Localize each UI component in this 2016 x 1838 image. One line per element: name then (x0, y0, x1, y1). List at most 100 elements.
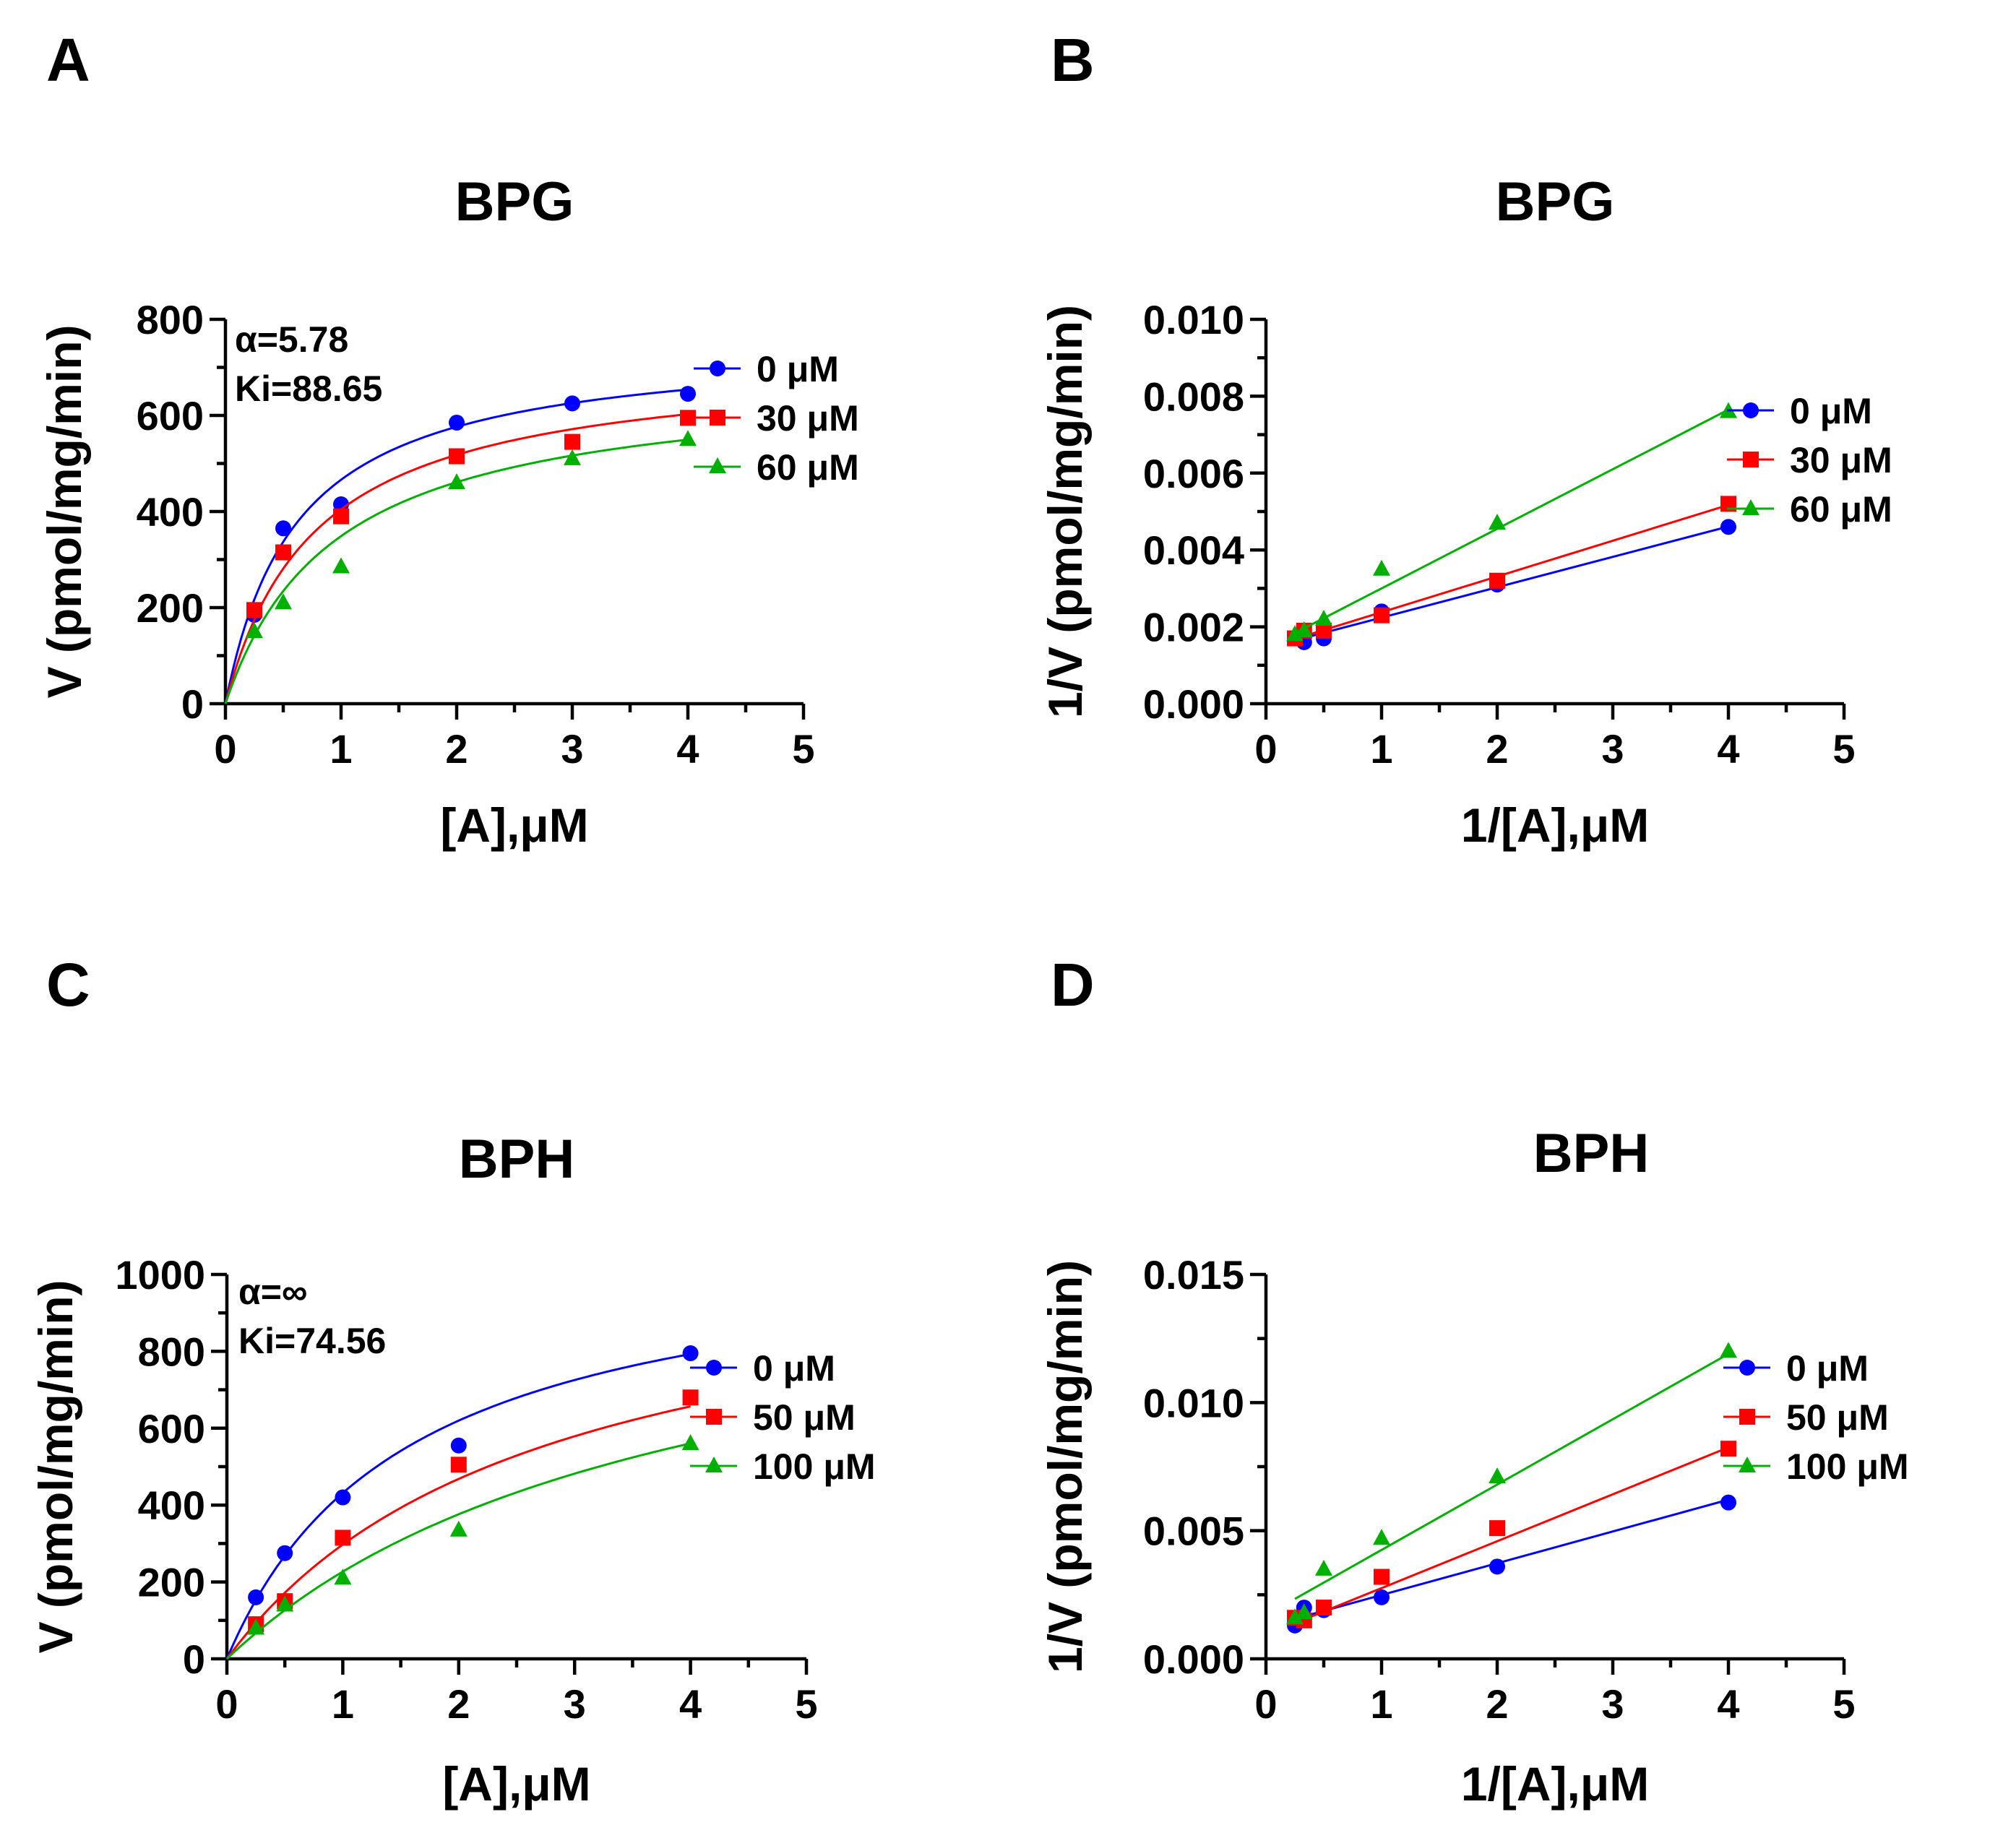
x-tick-label: 3 (564, 1681, 586, 1727)
y-tick-label: 400 (138, 1483, 205, 1528)
y-tick-label: 0 (183, 1636, 205, 1682)
data-point (1295, 621, 1313, 637)
y-tick-label: 0.010 (1143, 1380, 1244, 1425)
data-point (1489, 513, 1506, 530)
data-point (679, 430, 697, 446)
x-tick-label: 0 (1254, 1681, 1277, 1727)
y-tick-label: 600 (138, 1406, 205, 1451)
data-point (1316, 1600, 1332, 1616)
y-tick-label: 0.006 (1143, 451, 1244, 496)
data-point (1489, 1467, 1506, 1484)
x-tick-label: 3 (1601, 1681, 1624, 1727)
data-point (276, 1595, 294, 1612)
x-tick-label: 0 (1254, 726, 1277, 772)
fit-line (1294, 504, 1729, 640)
data-point (1489, 572, 1505, 589)
data-point (1720, 1441, 1736, 1457)
x-tick-label: 1 (1370, 726, 1392, 772)
x-axis-label: 1/[A],μM (1461, 798, 1649, 852)
fit-line (225, 1442, 691, 1660)
x-tick-label: 4 (679, 1681, 702, 1727)
x-tick-label: 5 (1832, 726, 1855, 772)
data-point (275, 593, 292, 610)
panel-label: A (46, 26, 90, 94)
fit-line (1294, 1446, 1729, 1625)
x-tick-label: 2 (447, 1681, 470, 1727)
panel-D: D BPH 0 1 2 3 4 5 0.000 0.005 0.010 0.015 1/[A],μM 1/… (1038, 951, 1909, 1811)
legend-marker (1743, 452, 1759, 467)
series-100-μM (225, 1434, 699, 1660)
data-point (1286, 1608, 1304, 1625)
chart-title: BPH (1533, 1123, 1649, 1184)
panel-C: C BPH 0 1 2 3 4 5 0 200 400 600 800 1000 [A],μM V (pmol… (29, 951, 876, 1811)
legend-label: 30 μM (1790, 440, 1892, 480)
data-point (1374, 1589, 1390, 1605)
panel-label: C (46, 951, 90, 1019)
legend-marker (1739, 1457, 1756, 1472)
y-tick-label: 0.000 (1143, 681, 1244, 727)
y-tick-label: 0.008 (1143, 374, 1244, 419)
x-axis-label: 1/[A],μM (1461, 1757, 1649, 1811)
data-point (1295, 1603, 1313, 1620)
data-point (247, 1618, 265, 1635)
legend-label: 0 μM (757, 349, 839, 389)
legend-label: 50 μM (1786, 1397, 1889, 1438)
legend: 0 μM 50 μM 100 μM (690, 1348, 876, 1487)
data-point (564, 449, 581, 465)
data-point (275, 544, 291, 561)
panel-label: D (1051, 951, 1095, 1019)
data-point (1374, 1569, 1390, 1585)
legend-marker (1743, 402, 1759, 418)
annotation: Ki=74.56 (238, 1321, 386, 1361)
data-point (564, 433, 580, 450)
y-tick-label: 200 (138, 1560, 205, 1605)
panel-B: B BPG 0 1 2 3 4 5 0.000 0.002 0.004 0.006 0.008 0.010… (1038, 26, 1892, 852)
x-tick-label: 5 (792, 726, 814, 772)
x-axis-label: [A],μM (442, 1757, 590, 1811)
x-tick-label: 5 (795, 1681, 817, 1727)
data-point (334, 1569, 352, 1585)
legend-label: 100 μM (1786, 1446, 1909, 1487)
data-point (335, 1529, 351, 1546)
data-point (1316, 622, 1332, 639)
data-point (1315, 1559, 1332, 1576)
series-30-μM (224, 410, 696, 704)
x-tick-label: 5 (1832, 1681, 1855, 1727)
legend-marker (1739, 1360, 1755, 1376)
data-point (1720, 1342, 1737, 1358)
fit-line (225, 1352, 691, 1660)
legend-label: 0 μM (1790, 391, 1872, 431)
y-tick-label: 400 (137, 489, 204, 535)
legend-marker (705, 1457, 723, 1472)
series-0-μM (225, 1345, 699, 1660)
fit-line (1294, 1498, 1729, 1621)
data-point (450, 1437, 467, 1454)
data-point (1489, 1520, 1505, 1537)
chart-title: BPG (1496, 171, 1615, 233)
data-point (449, 1520, 468, 1537)
y-axis-label: 1/V (pmol/mg/min) (1038, 305, 1092, 718)
data-point (248, 1589, 264, 1605)
data-point (448, 473, 465, 490)
data-point (246, 602, 262, 618)
x-tick-label: 4 (676, 726, 699, 772)
chart-title: BPH (459, 1129, 574, 1190)
fit-line (1294, 408, 1729, 634)
y-tick-label: 800 (138, 1329, 205, 1374)
legend-label: 60 μM (757, 447, 859, 488)
legend: 0 μM 30 μM 60 μM (694, 349, 859, 488)
x-tick-label: 0 (214, 726, 236, 772)
series-60-μM (224, 430, 697, 704)
legend: 0 μM 30 μM 60 μM (1727, 391, 1892, 530)
y-tick-label: 0.005 (1143, 1509, 1244, 1554)
y-tick-label: 0.002 (1143, 605, 1244, 650)
data-point (680, 410, 696, 426)
data-point (332, 557, 350, 574)
x-tick-label: 2 (445, 726, 468, 772)
x-tick-label: 1 (1370, 1681, 1392, 1727)
y-tick-label: 1000 (115, 1252, 205, 1298)
annotation: Ki=88.65 (235, 368, 382, 409)
legend-marker (709, 457, 726, 473)
y-axis-label: V (pmol/mg/min) (38, 325, 91, 699)
legend-marker (710, 410, 725, 426)
